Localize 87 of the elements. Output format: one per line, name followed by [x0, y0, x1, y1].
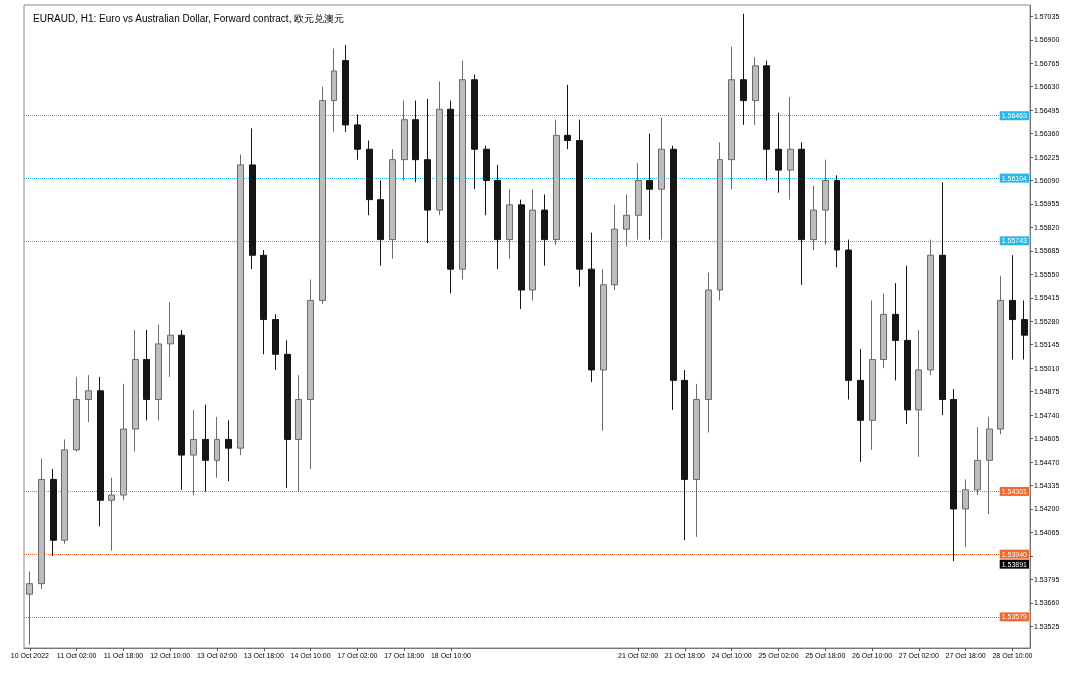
- candlestick: [950, 388, 957, 562]
- candlestick: [986, 416, 993, 515]
- candlestick: [178, 329, 185, 491]
- candlestick: [155, 324, 162, 421]
- candlestick: [810, 185, 817, 251]
- candlestick: [1009, 254, 1016, 361]
- candlestick: [974, 426, 981, 496]
- candlestick: [518, 199, 525, 310]
- candlestick: [377, 180, 384, 267]
- candlestick: [997, 275, 1004, 435]
- candlestick: [646, 133, 653, 241]
- candlestick: [284, 339, 291, 489]
- candlestick: [506, 188, 513, 260]
- candlestick: [38, 458, 45, 590]
- candlestick: [740, 13, 747, 126]
- candlestick: [798, 141, 805, 286]
- candlestick: [319, 86, 326, 305]
- candlestick: [50, 468, 57, 557]
- candlestick: [658, 117, 665, 241]
- candlestick: [962, 478, 969, 548]
- candlestick: [635, 162, 642, 241]
- candlestick: [880, 292, 887, 369]
- candlestick: [670, 145, 677, 411]
- candlestick: [717, 141, 723, 301]
- candlestick: [857, 348, 864, 463]
- candlestick: [295, 374, 302, 493]
- candlestick: [600, 268, 607, 432]
- candlestick: [331, 47, 337, 133]
- candlestick: [623, 193, 630, 248]
- candlestick: [1021, 299, 1028, 361]
- candlestick: [389, 148, 396, 260]
- candlestick: [693, 383, 700, 538]
- candlestick: [705, 272, 712, 434]
- candlestick: [225, 419, 232, 482]
- candlestick: [61, 438, 68, 545]
- candlestick: [541, 193, 548, 267]
- candlestick: [611, 204, 618, 291]
- candlestick: [787, 96, 794, 201]
- candlestick: [354, 113, 361, 161]
- candlestick: [927, 239, 934, 376]
- candlestick: [564, 84, 571, 150]
- candlestick: [763, 60, 770, 182]
- candlestick: [412, 100, 419, 183]
- candlestick: [576, 119, 583, 288]
- candlestick: [85, 374, 92, 423]
- candlestick: [681, 369, 688, 541]
- candlestick: [869, 299, 876, 451]
- candlestick: [342, 44, 349, 133]
- candlestick: [120, 383, 127, 501]
- candlestick: [775, 112, 782, 194]
- candlestick: [424, 98, 431, 244]
- candlestick: [260, 249, 267, 355]
- candlestick: [494, 164, 501, 270]
- candlestick: [471, 74, 478, 190]
- candlestick: [915, 329, 922, 458]
- candlestick: [167, 301, 174, 378]
- candlestick: [401, 100, 408, 182]
- candlestick: [307, 279, 314, 470]
- candlestick: [459, 60, 466, 281]
- candlestick: [483, 145, 490, 216]
- candlestick: [190, 409, 197, 496]
- candlestick: [939, 181, 946, 416]
- text: EURAUD, H1: Euro vs Australian Dollar, Forward contract, 欧元兑澳元: [33, 12, 345, 24]
- candlestick: [366, 140, 373, 216]
- candlestick: [108, 477, 115, 552]
- candlestick: [752, 56, 759, 126]
- candlestick: [143, 329, 150, 421]
- candlestick: [588, 232, 595, 383]
- candlestick: [202, 404, 209, 493]
- candlestick: [436, 80, 443, 216]
- candlestick: [447, 100, 454, 294]
- candlestick: [249, 127, 256, 270]
- candlestick: [237, 153, 244, 456]
- candlestick: [728, 46, 735, 190]
- candlestick: [904, 265, 911, 425]
- candlestick: [834, 174, 840, 268]
- candlestick: [845, 239, 852, 400]
- candlestick: [892, 282, 899, 381]
- candlestick: [73, 376, 80, 453]
- candlestick: [553, 119, 560, 246]
- candlestick: [214, 416, 220, 479]
- candlestick: [97, 376, 104, 527]
- candlestick: [132, 329, 139, 453]
- candlestick: [529, 188, 536, 301]
- candlestick: [822, 159, 829, 246]
- candlestick: [26, 571, 33, 646]
- candlestick: [272, 313, 279, 371]
